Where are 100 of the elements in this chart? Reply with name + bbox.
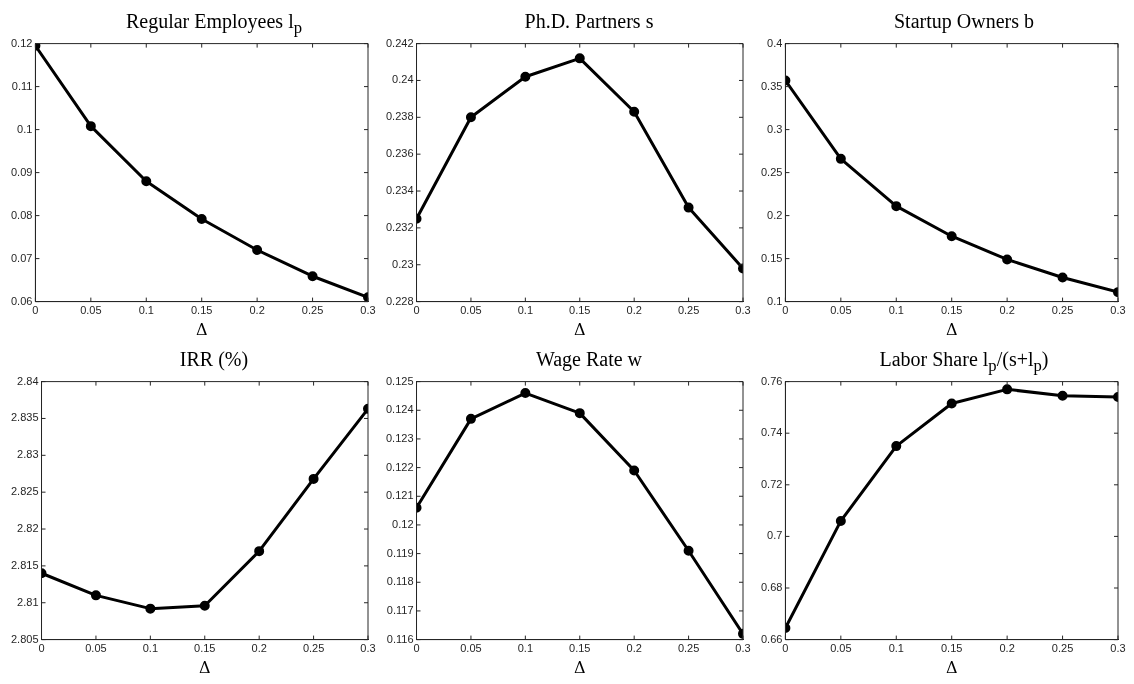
y-tick-label: 0.236 bbox=[386, 147, 414, 160]
x-tick-label: 0.2 bbox=[626, 642, 642, 655]
x-tick-label: 0.1 bbox=[888, 642, 904, 655]
x-tick-label: 0.05 bbox=[460, 304, 482, 317]
point bbox=[835, 515, 846, 526]
x-tick-label: 0 bbox=[782, 304, 789, 317]
x-tick-label: 0.25 bbox=[677, 304, 700, 317]
y-tick-label: 0.3 bbox=[767, 122, 783, 135]
x-tick-label: 0.15 bbox=[190, 304, 213, 317]
point bbox=[520, 71, 531, 82]
x-tick-label: 0.3 bbox=[360, 642, 376, 655]
point bbox=[1002, 384, 1013, 395]
y-tick-label: 0.234 bbox=[386, 184, 414, 197]
x-tick-label: 0.2 bbox=[251, 642, 267, 655]
x-tick-label: 0.05 bbox=[460, 642, 482, 655]
x-axis-title: Δ bbox=[945, 319, 958, 339]
point bbox=[1057, 272, 1068, 283]
y-tick-label: 0.08 bbox=[10, 208, 33, 221]
y-tick-label: 0.7 bbox=[767, 529, 783, 542]
x-tick-label: 0.1 bbox=[138, 304, 154, 317]
y-tick-label: 0.66 bbox=[760, 632, 783, 645]
point bbox=[254, 546, 265, 557]
x-tick-label: 0.1 bbox=[517, 642, 533, 655]
x-axis-title: Δ bbox=[945, 657, 958, 677]
point bbox=[683, 545, 694, 556]
x-tick-label: 0.2 bbox=[249, 304, 265, 317]
x-axis-title: Δ bbox=[198, 657, 211, 677]
y-tick-label: 2.835 bbox=[11, 411, 39, 424]
point bbox=[946, 398, 957, 409]
x-tick-label: 0.15 bbox=[194, 642, 216, 655]
y-tick-label: 0.238 bbox=[386, 110, 414, 123]
x-tick-label: 0.2 bbox=[999, 304, 1015, 317]
chart-title: Labor Share l$_{p}$/(s+l$_{p}$) bbox=[878, 347, 1049, 375]
y-tick-label: 0.117 bbox=[386, 603, 414, 616]
x-tick-label: 0.15 bbox=[940, 304, 963, 317]
y-tick-label: 2.825 bbox=[11, 485, 39, 498]
point bbox=[574, 53, 585, 64]
point bbox=[307, 271, 318, 282]
x-tick-label: 0.3 bbox=[360, 304, 376, 317]
y-tick-label: 0.118 bbox=[386, 575, 414, 588]
x-axis-title: Δ bbox=[573, 657, 586, 677]
y-tick-label: 2.82 bbox=[17, 522, 39, 535]
y-tick-label: 0.06 bbox=[10, 294, 33, 307]
x-tick-label: 0.25 bbox=[1051, 304, 1074, 317]
y-tick-label: 0.68 bbox=[760, 581, 783, 594]
x-tick-label: 0.15 bbox=[569, 304, 591, 317]
y-tick-label: 0.121 bbox=[386, 489, 414, 502]
chart-title: Startup Owners b bbox=[893, 9, 1034, 34]
point bbox=[891, 441, 902, 452]
x-tick-label: 0 bbox=[32, 304, 39, 317]
point bbox=[141, 176, 152, 187]
point bbox=[574, 408, 585, 419]
y-tick-label: 0.23 bbox=[392, 257, 414, 270]
x-tick-label: 0.2 bbox=[626, 304, 642, 317]
chart-title: Wage Rate w bbox=[534, 347, 643, 372]
x-tick-label: 0.3 bbox=[735, 642, 751, 655]
y-tick-label: 0.24 bbox=[392, 73, 414, 86]
x-tick-label: 0.15 bbox=[940, 642, 963, 655]
point bbox=[683, 202, 694, 213]
x-tick-label: 0 bbox=[413, 304, 420, 317]
point bbox=[1002, 254, 1013, 265]
y-tick-label: 0.124 bbox=[386, 403, 414, 416]
x-tick-label: 0.2 bbox=[999, 642, 1015, 655]
x-tick-label: 0.3 bbox=[1110, 642, 1126, 655]
point bbox=[85, 121, 96, 132]
y-tick-label: 0.2 bbox=[767, 208, 783, 221]
y-tick-label: 2.84 bbox=[17, 374, 39, 387]
y-tick-label: 0.74 bbox=[760, 426, 783, 439]
y-tick-label: 0.11 bbox=[11, 79, 33, 92]
chart-title: IRR (%) bbox=[178, 347, 249, 372]
x-tick-label: 0.3 bbox=[1110, 304, 1126, 317]
y-tick-label: 0.122 bbox=[386, 460, 414, 473]
y-tick-label: 0.4 bbox=[767, 36, 783, 49]
y-tick-label: 0.232 bbox=[386, 220, 414, 233]
y-tick-label: 0.1 bbox=[767, 294, 783, 307]
x-tick-label: 0.05 bbox=[85, 642, 107, 655]
point bbox=[520, 388, 531, 399]
y-tick-label: 0.242 bbox=[386, 36, 414, 49]
y-tick-label: 0.72 bbox=[760, 477, 783, 490]
x-tick-label: 0.25 bbox=[677, 642, 700, 655]
point bbox=[946, 231, 957, 242]
y-tick-label: 2.815 bbox=[11, 558, 39, 571]
y-tick-label: 0.123 bbox=[386, 431, 414, 444]
point bbox=[465, 112, 476, 123]
x-tick-label: 0 bbox=[38, 642, 45, 655]
y-tick-label: 0.35 bbox=[760, 79, 783, 92]
y-tick-label: 0.119 bbox=[386, 546, 414, 559]
x-tick-label: 0.05 bbox=[830, 642, 852, 655]
y-tick-label: 0.25 bbox=[760, 165, 783, 178]
y-tick-label: 0.15 bbox=[760, 251, 783, 264]
x-tick-label: 0.15 bbox=[569, 642, 591, 655]
y-tick-label: 0.1 bbox=[17, 122, 33, 135]
x-tick-label: 0.3 bbox=[735, 304, 751, 317]
x-axis-title: Δ bbox=[195, 319, 208, 339]
y-tick-label: 0.12 bbox=[392, 517, 414, 530]
x-tick-label: 0 bbox=[413, 642, 420, 655]
point bbox=[1057, 390, 1068, 401]
point bbox=[145, 603, 156, 614]
x-axis-title: Δ bbox=[573, 319, 586, 339]
x-tick-label: 0.05 bbox=[830, 304, 852, 317]
